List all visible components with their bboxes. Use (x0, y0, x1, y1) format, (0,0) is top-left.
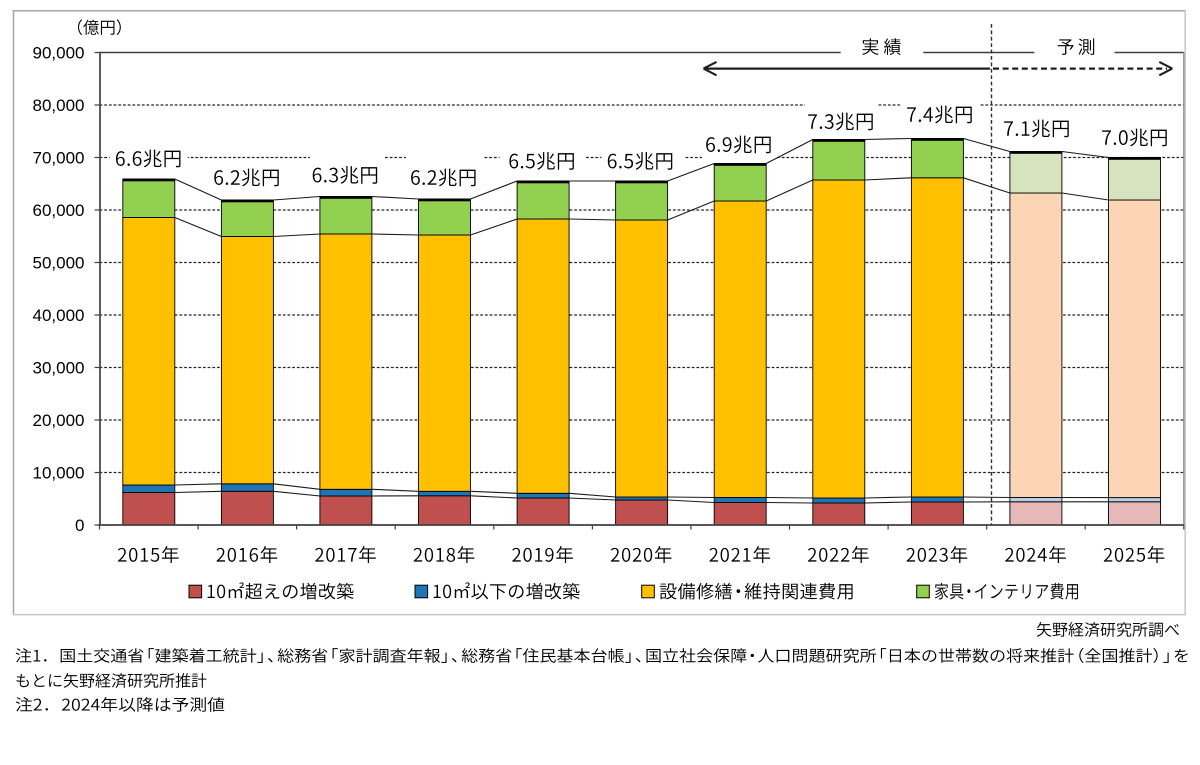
svg-text:30,000: 30,000 (33, 359, 85, 378)
svg-text:80,000: 80,000 (33, 96, 85, 115)
svg-text:90,000: 90,000 (33, 44, 85, 63)
svg-text:0: 0 (75, 516, 84, 535)
svg-text:60,000: 60,000 (33, 201, 85, 220)
svg-text:70,000: 70,000 (33, 149, 85, 168)
svg-text:20,000: 20,000 (33, 411, 85, 430)
svg-text:50,000: 50,000 (33, 254, 85, 273)
svg-text:40,000: 40,000 (33, 306, 85, 325)
svg-text:10,000: 10,000 (33, 464, 85, 483)
